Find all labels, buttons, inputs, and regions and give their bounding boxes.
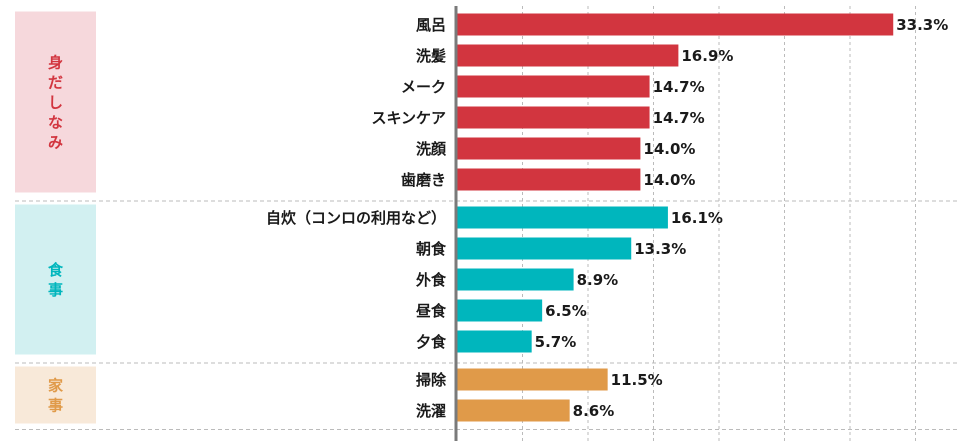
- category-label: 外食: [415, 271, 447, 289]
- category-label: 洗髪: [416, 47, 446, 65]
- bar: [457, 399, 570, 422]
- value-label: 13.3%: [634, 240, 686, 258]
- value-label: 6.5%: [545, 302, 587, 320]
- bar: [457, 299, 543, 322]
- value-label: 16.9%: [681, 47, 733, 65]
- category-label: メーク: [401, 78, 446, 96]
- group-background: [15, 11, 96, 193]
- bar: [457, 330, 532, 353]
- value-label: 5.7%: [535, 333, 577, 351]
- bar: [457, 206, 668, 229]
- bar: [457, 75, 650, 98]
- category-label: 風呂: [416, 16, 446, 34]
- bar: [457, 368, 608, 391]
- category-label: 歯磨き: [401, 171, 446, 189]
- bar: [457, 13, 894, 36]
- value-label: 8.6%: [573, 402, 615, 420]
- bar: [457, 237, 632, 260]
- category-label: 朝食: [416, 240, 447, 258]
- bar: [457, 168, 641, 191]
- group-background: [15, 204, 96, 355]
- value-label: 11.5%: [611, 371, 663, 389]
- category-label: 自炊（コンロの利用など）: [266, 209, 446, 227]
- group-label: 身だしなみ: [48, 54, 63, 152]
- category-label: 洗濯: [416, 402, 446, 420]
- category-label: 夕食: [416, 333, 447, 351]
- bar: [457, 268, 574, 291]
- value-label: 8.9%: [577, 271, 619, 289]
- group-label: 食事: [48, 261, 64, 299]
- value-label: 14.0%: [643, 171, 695, 189]
- category-label: 掃除: [416, 371, 447, 389]
- category-label: 昼食: [416, 302, 447, 320]
- value-label: 14.7%: [653, 109, 705, 127]
- value-label: 14.7%: [653, 78, 705, 96]
- bar: [457, 106, 650, 129]
- value-label: 16.1%: [671, 209, 723, 227]
- group-label: 家事: [48, 377, 63, 415]
- value-label: 14.0%: [643, 140, 695, 158]
- category-label: 洗顔: [416, 140, 447, 158]
- bar: [457, 137, 641, 160]
- bar: [457, 44, 679, 67]
- group-background: [15, 366, 96, 424]
- value-label: 33.3%: [896, 16, 948, 34]
- category-label: スキンケア: [371, 109, 446, 127]
